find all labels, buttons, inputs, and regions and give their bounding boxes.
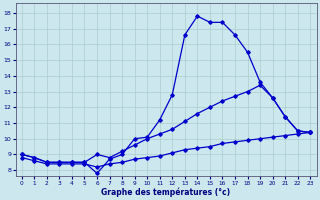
X-axis label: Graphe des températures (°c): Graphe des températures (°c) xyxy=(101,187,231,197)
